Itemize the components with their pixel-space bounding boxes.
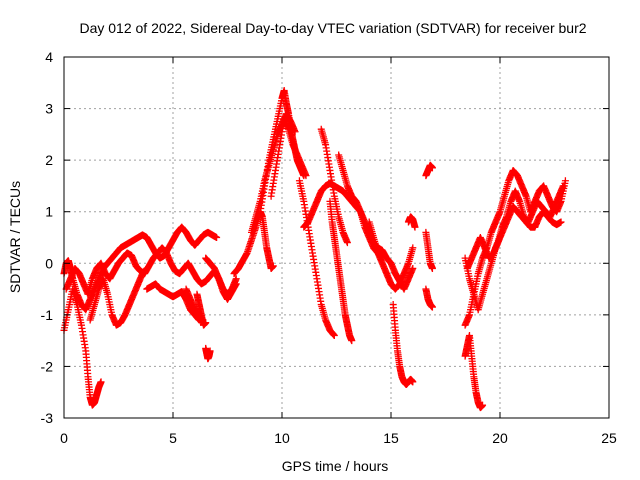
x-tick-label: 25 xyxy=(601,430,617,446)
y-tick-label: 2 xyxy=(45,152,53,168)
data-points xyxy=(60,87,569,412)
x-tick-label: 15 xyxy=(383,430,399,446)
x-tick-labels: 0 5 10 15 20 25 xyxy=(60,430,617,446)
data-point xyxy=(343,239,351,247)
y-tick-label: 1 xyxy=(45,204,53,220)
data-point xyxy=(202,319,210,327)
y-axis-label: SDTVAR / TECUs xyxy=(7,181,23,293)
data-point xyxy=(269,262,277,270)
data-point xyxy=(428,164,436,172)
y-tick-label: -1 xyxy=(41,307,54,323)
data-point xyxy=(232,280,240,288)
data-point xyxy=(479,401,487,409)
y-tick-label: -2 xyxy=(41,358,54,374)
data-point xyxy=(330,331,338,339)
data-point xyxy=(409,378,417,386)
data-point xyxy=(561,177,569,185)
y-tick-label: 3 xyxy=(45,101,53,117)
y-tick-label: -3 xyxy=(41,410,54,426)
data-point xyxy=(557,218,565,226)
data-point xyxy=(143,264,151,272)
data-point xyxy=(409,264,417,272)
axis-ticks xyxy=(63,56,610,419)
x-tick-label: 0 xyxy=(60,430,68,446)
data-point xyxy=(206,347,214,355)
x-axis-label: GPS time / hours xyxy=(282,458,389,474)
y-tick-labels: -3 -2 -1 0 1 2 3 4 xyxy=(41,49,54,426)
data-point xyxy=(97,378,105,386)
data-point xyxy=(291,128,299,136)
x-tick-label: 5 xyxy=(169,430,177,446)
x-tick-label: 20 xyxy=(492,430,508,446)
data-point xyxy=(302,172,310,180)
data-point xyxy=(428,264,436,272)
plot-frame xyxy=(63,56,610,419)
data-point xyxy=(411,223,419,231)
data-point xyxy=(348,337,356,345)
x-tick-label: 10 xyxy=(274,430,290,446)
data-point xyxy=(409,244,417,252)
chart-title: Day 012 of 2022, Sidereal Day-to-day VTE… xyxy=(79,20,586,36)
data-point xyxy=(213,234,221,241)
data-point xyxy=(559,182,567,190)
y-tick-label: 0 xyxy=(45,255,53,271)
data-point xyxy=(428,303,436,311)
y-tick-label: 4 xyxy=(45,49,53,65)
